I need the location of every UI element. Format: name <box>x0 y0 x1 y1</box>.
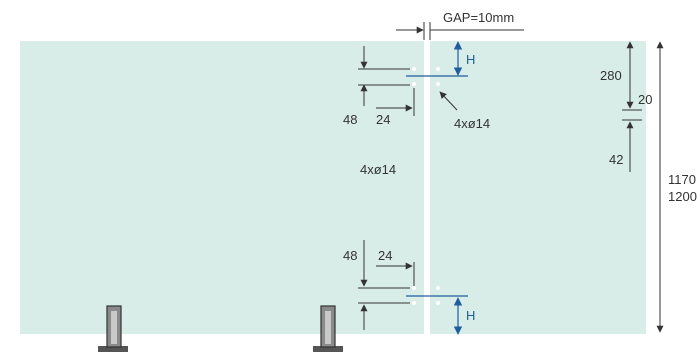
top-h-dimension <box>406 41 468 77</box>
spigot-right <box>313 305 343 352</box>
bottom-h-dimension <box>406 295 468 335</box>
gap-dimension <box>396 22 524 40</box>
glass-gap <box>424 41 430 334</box>
holes-right-label: 4xø14 <box>454 116 490 131</box>
bottom-left-dimensions <box>358 240 415 330</box>
gap-label: GAP=10mm <box>443 10 514 25</box>
h-bottom-label: H <box>466 308 475 323</box>
clamp-holes <box>412 67 440 305</box>
dim-24-top: 24 <box>376 112 390 127</box>
dim-48-bottom: 48 <box>343 248 357 263</box>
top-left-dimensions <box>358 46 415 116</box>
dim-24-bottom: 24 <box>378 248 392 263</box>
glass-panel-right <box>430 41 646 334</box>
spigot-left <box>98 305 128 352</box>
holes-left-label: 4xø14 <box>360 162 396 177</box>
height-1200: 1200 <box>668 189 697 204</box>
dim-280: 280 <box>600 68 622 83</box>
glass-panel-left <box>20 41 424 334</box>
dim-48-top: 48 <box>343 112 357 127</box>
dim-20: 20 <box>638 92 652 107</box>
holes-leader <box>439 91 458 111</box>
height-1170: 1170 <box>668 172 696 187</box>
right-dimensions <box>622 41 642 172</box>
dim-42: 42 <box>609 152 623 167</box>
h-top-label: H <box>466 52 475 67</box>
